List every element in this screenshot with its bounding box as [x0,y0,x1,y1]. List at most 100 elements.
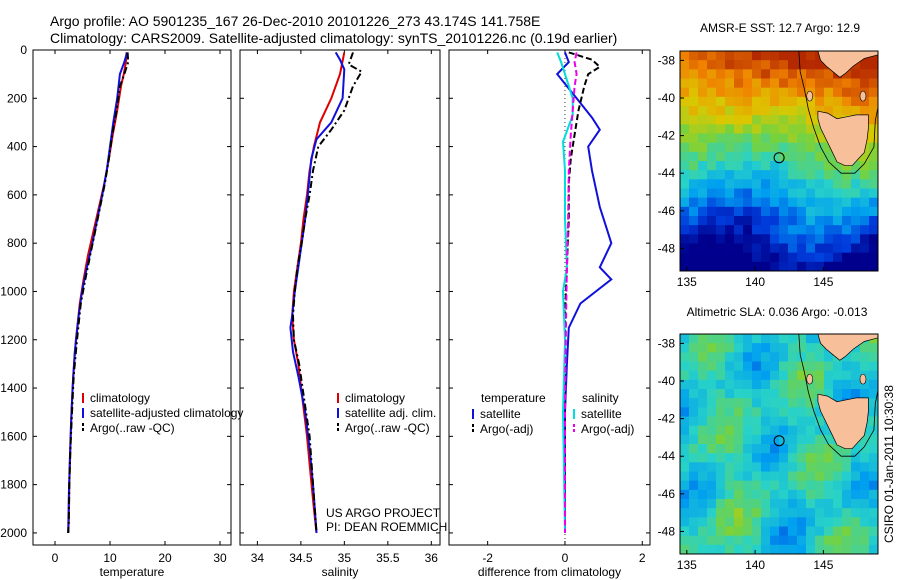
map-cell [725,361,735,372]
map-cell [752,352,762,363]
map-cell [797,161,807,171]
map-cell [743,170,753,180]
map-cell [689,544,699,554]
map-cell [779,225,789,235]
map-cell [680,499,690,509]
map-cell [716,434,726,445]
map-cell [797,379,807,390]
map-cell [698,197,708,208]
map-cell [725,343,735,353]
map-cell [689,225,699,235]
map-cell [770,161,780,171]
map-cell [815,544,825,554]
map-cell [761,69,771,80]
map-cell [770,225,780,235]
map-cell [833,444,843,454]
map-cell [689,453,699,463]
map-cell [788,234,798,245]
map-cell [734,197,744,208]
map-cell [734,352,744,363]
map-cell [869,361,878,372]
map-cell [716,398,726,408]
map-cell [725,96,735,107]
map-cell [734,535,744,546]
map-cell [842,243,852,254]
map-cell [779,206,789,217]
map-cell [707,526,717,537]
map-cell [689,480,699,491]
map-cell [698,78,708,89]
map-cell [716,544,726,554]
map-cell [743,115,753,125]
map-cell [725,370,735,381]
map-cell [725,216,735,226]
map-cell [833,517,843,528]
x-tick-label: 35.5 [376,551,400,565]
map-cell [806,78,816,89]
map-cell [788,389,798,399]
map-cell [698,170,708,180]
map-cell [860,252,870,263]
map-cell [815,60,825,70]
map-cell [779,379,789,390]
map-cell [806,416,816,427]
map-cell [851,453,861,463]
map-cell [824,87,834,98]
map-cell [743,243,753,254]
map-cell [707,444,717,454]
map-cell [743,216,753,226]
map-cell [815,407,825,418]
map-cell [815,69,825,80]
map-cell [725,51,735,61]
map-cell [788,225,798,235]
map-cell [824,462,834,473]
map-cell [752,398,762,408]
map-cell [680,188,690,199]
map-cell [788,106,798,116]
map-cell [707,407,717,418]
map-cell [833,453,843,463]
map-cell [698,379,708,390]
map-cell [851,234,861,245]
map-cell [770,517,780,528]
map-cell [689,489,699,500]
map-cell [716,124,726,135]
map-cell [725,499,735,509]
island [806,90,814,102]
map-cell [815,361,825,372]
map-cell [806,499,816,509]
map-cell [743,480,753,491]
map-cell [743,407,753,418]
map-cell [797,370,807,381]
map-cell [689,151,699,162]
map-cell [869,234,878,245]
map-cell [689,370,699,381]
map-cell [824,434,834,445]
map-cell [851,544,861,554]
map-cell [752,216,762,226]
map-cell [734,225,744,235]
map-cell [707,261,717,271]
mainland-landmass [817,51,878,78]
map-cell [689,425,699,436]
map-cell [860,60,870,70]
map-cell [725,69,735,80]
map-cell [860,225,870,235]
map-cell [788,206,798,217]
map-cell [689,379,699,390]
map-cell [860,188,870,199]
map-cell [869,480,878,491]
map-cell [716,188,726,199]
map-cell [725,480,735,491]
map-cell [806,407,816,418]
map-cell [869,261,878,271]
map-cell [752,124,762,135]
map-cell [869,343,878,353]
map-cell [806,170,816,180]
map-cell [797,425,807,436]
map-cell [752,234,762,245]
map-cell [779,60,789,70]
map-cell [743,471,753,482]
map-cell [815,161,825,171]
